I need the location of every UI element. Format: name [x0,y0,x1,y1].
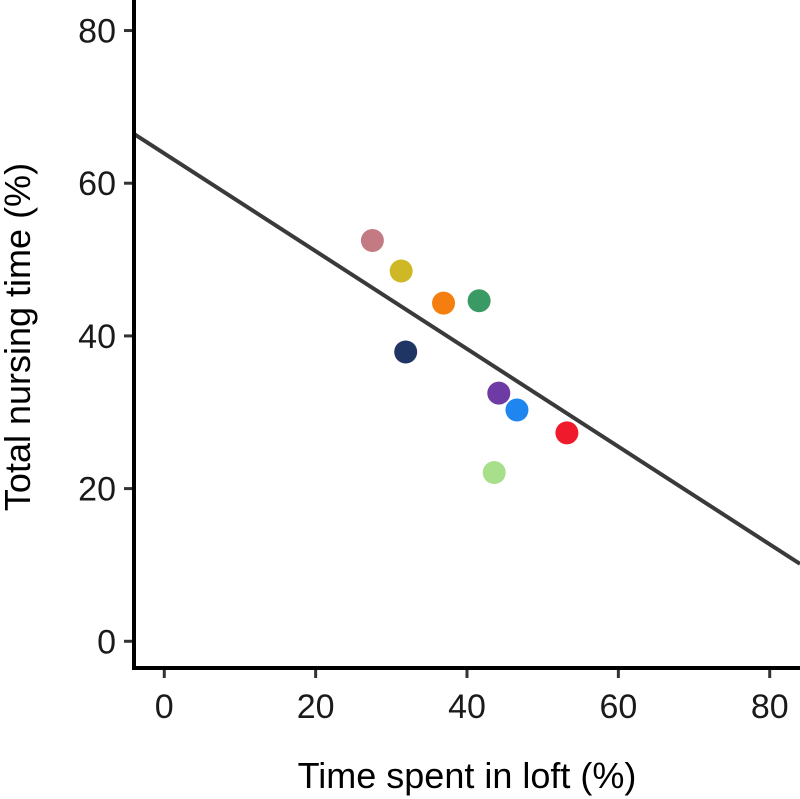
y-tick-label: 40 [78,318,116,356]
x-tick-label: 20 [297,688,335,726]
y-tick-label: 20 [78,471,116,509]
y-tick-label: 80 [78,13,116,51]
y-tick-label: 60 [78,165,116,203]
y-axis-ticks: 0 20 40 60 80 [78,13,134,661]
data-point [389,259,413,283]
x-tick-label: 40 [448,688,486,726]
x-axis-title: Time spent in loft (%) [298,755,637,796]
data-point [467,289,491,313]
x-tick-label: 80 [751,688,789,726]
data-point [487,381,511,405]
data-point [432,291,456,315]
x-tick-label: 60 [599,688,637,726]
data-point [360,228,384,252]
x-axis-ticks: 0 20 40 60 80 [155,668,789,726]
x-tick-label: 0 [155,688,174,726]
data-point [505,398,529,422]
data-point [394,340,418,364]
y-tick-label: 0 [97,623,116,661]
trend-line [132,132,800,566]
y-axis-title: Total nursing time (%) [0,163,38,511]
data-point [482,461,506,485]
data-point [555,421,579,445]
data-points [360,228,579,485]
